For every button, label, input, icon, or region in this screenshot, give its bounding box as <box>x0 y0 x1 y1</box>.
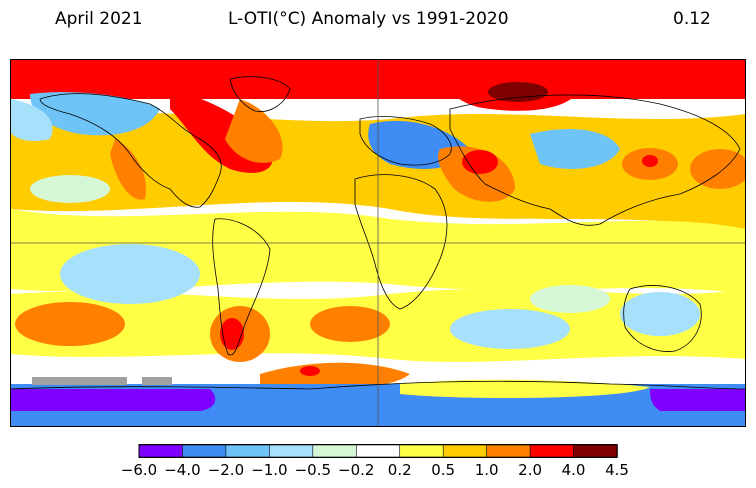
australia-coast <box>623 285 702 352</box>
legend-bin <box>442 444 488 458</box>
legend-bin <box>573 444 618 458</box>
legend-bin <box>399 444 444 458</box>
trop-indian-cool <box>530 285 610 313</box>
southern-ocean-core <box>300 366 320 376</box>
legend-tick-label: −1.0 <box>251 461 287 479</box>
antarctic-warm-patch <box>400 379 650 399</box>
central-asia-cold <box>530 129 620 169</box>
legend-tick-label: 4.5 <box>605 461 629 479</box>
legend-bin <box>138 444 184 458</box>
legend-tick-label: −4.0 <box>164 461 200 479</box>
legend-frame <box>138 444 618 458</box>
australia-cool <box>620 292 700 336</box>
patagonia-hot <box>220 318 244 350</box>
southern-ocean-warm <box>260 362 410 390</box>
s-atlantic-warm <box>310 306 390 342</box>
antarctic-very-cold <box>10 389 216 411</box>
missing-data-2 <box>142 377 172 385</box>
s-pacific-warm <box>15 302 125 346</box>
anomaly-map <box>10 59 746 427</box>
mideast-core <box>462 150 498 174</box>
asia-coast <box>449 94 741 226</box>
legend-bin <box>529 444 575 458</box>
canada-cold <box>30 92 160 136</box>
legend-tick-label: 0.2 <box>388 461 412 479</box>
antarctica-coast <box>10 380 746 390</box>
greenland-coast <box>229 76 291 112</box>
africa-coast <box>354 174 448 310</box>
north-pacific-cool <box>10 99 53 141</box>
siberia-peak <box>488 82 548 102</box>
legend-tick-label: 2.0 <box>518 461 542 479</box>
map-title: L-OTI(°C) Anomaly vs 1991-2020 <box>228 9 509 29</box>
legend-tick-label: 4.0 <box>562 461 586 479</box>
legend-tick-label: −2.0 <box>208 461 244 479</box>
missing-data-1 <box>32 377 127 385</box>
legend-tick-label: 1.0 <box>475 461 499 479</box>
legend-bin <box>312 444 358 458</box>
month-label: April 2021 <box>55 9 143 29</box>
legend-bin <box>182 444 227 458</box>
legend-bin <box>269 444 314 458</box>
antarctic-very-cold-east <box>650 389 746 411</box>
legend-bin <box>355 444 401 458</box>
north-atlantic-warm <box>225 99 283 163</box>
map-frame <box>10 59 746 427</box>
legend-tick-label: −0.2 <box>338 461 374 479</box>
legend-tick-label: −0.5 <box>295 461 331 479</box>
s-indian-cool <box>450 309 570 349</box>
legend-tick-label: 0.5 <box>431 461 455 479</box>
global-mean-value: 0.12 <box>673 9 711 29</box>
east-asia-core <box>642 155 658 167</box>
color-legend: −6.0 −4.0 −2.0 −1.0 −0.5 −0.2 0.2 0.5 1.0 2.0 4.0 4… <box>121 444 629 479</box>
legend-bin <box>225 444 271 458</box>
trop-pacific-cool-2 <box>30 175 110 203</box>
trop-pacific-cool-1 <box>60 244 200 304</box>
nw-pacific-warm <box>690 149 746 189</box>
legend-tick-label: −6.0 <box>121 461 157 479</box>
west-us-warm <box>110 139 146 200</box>
europe-coast <box>359 116 452 166</box>
legend-bin <box>486 444 531 458</box>
north-america-coast <box>39 93 222 208</box>
